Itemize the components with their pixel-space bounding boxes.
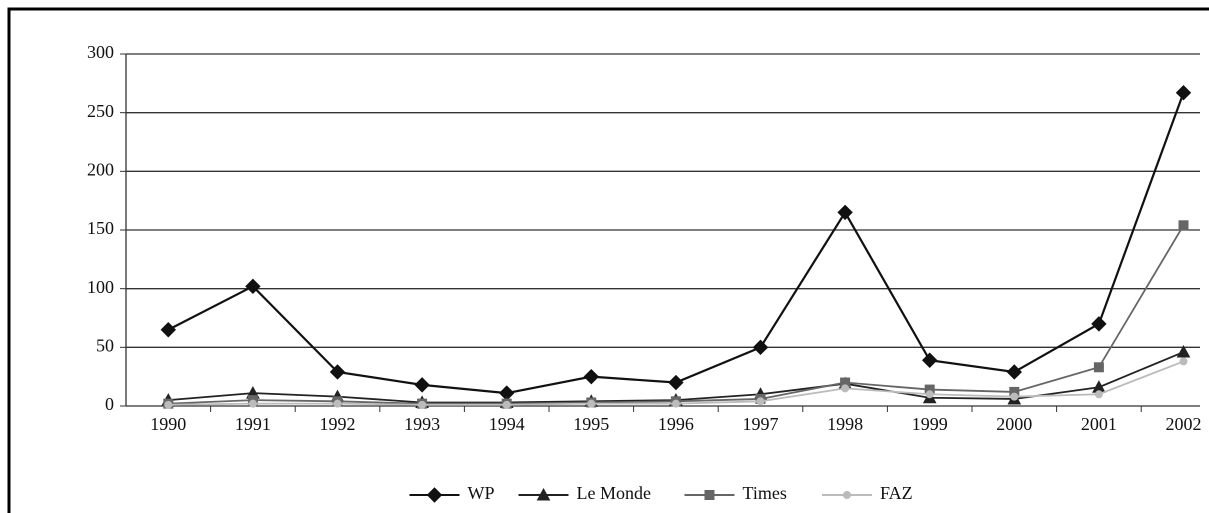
y-tick-label: 300 bbox=[87, 42, 114, 62]
marker bbox=[426, 487, 443, 503]
y-tick-label: 250 bbox=[87, 101, 114, 121]
y-tick-label: 50 bbox=[96, 335, 114, 355]
marker bbox=[1178, 220, 1189, 231]
marker bbox=[587, 399, 596, 408]
marker bbox=[160, 322, 177, 338]
y-tick-label: 0 bbox=[105, 394, 114, 414]
x-tick-label: 1998 bbox=[827, 414, 863, 434]
marker bbox=[668, 374, 684, 391]
legend-label: Le Monde bbox=[577, 483, 651, 503]
x-tick-label: 1993 bbox=[404, 414, 440, 434]
marker bbox=[837, 204, 853, 221]
marker bbox=[1093, 362, 1104, 373]
legend-item: FAZ bbox=[822, 483, 913, 503]
marker bbox=[1006, 364, 1023, 380]
marker bbox=[756, 397, 765, 406]
x-tick-label: 1997 bbox=[743, 414, 779, 434]
marker bbox=[671, 399, 680, 408]
x-tick-label: 1996 bbox=[658, 414, 694, 434]
marker bbox=[1175, 85, 1192, 101]
marker bbox=[536, 487, 551, 501]
x-tick-label: 2000 bbox=[996, 414, 1032, 434]
marker bbox=[248, 399, 257, 408]
marker bbox=[1094, 390, 1103, 399]
marker bbox=[1176, 344, 1191, 358]
x-tick-label: 1990 bbox=[150, 414, 186, 434]
marker bbox=[583, 368, 600, 385]
marker bbox=[414, 377, 430, 393]
marker bbox=[418, 400, 427, 409]
legend-label: WP bbox=[468, 483, 495, 503]
marker bbox=[502, 400, 511, 409]
x-tick-label: 1992 bbox=[320, 414, 356, 434]
legend-item: WP bbox=[409, 483, 495, 503]
legend-label: FAZ bbox=[880, 483, 913, 503]
marker bbox=[329, 364, 346, 380]
x-tick-label: 2002 bbox=[1166, 414, 1202, 434]
marker bbox=[925, 390, 934, 399]
x-tick-label: 2001 bbox=[1081, 414, 1117, 434]
marker bbox=[333, 399, 342, 408]
x-tick-label: 1995 bbox=[573, 414, 609, 434]
y-tick-label: 150 bbox=[87, 218, 114, 238]
legend-label: Times bbox=[743, 483, 787, 503]
marker bbox=[843, 491, 851, 499]
marker bbox=[704, 490, 715, 500]
legend-item: Le Monde bbox=[518, 483, 651, 503]
marker bbox=[1010, 392, 1019, 401]
x-tick-label: 1994 bbox=[489, 414, 525, 434]
marker bbox=[921, 352, 938, 368]
x-tick-label: 1999 bbox=[912, 414, 948, 434]
series-line bbox=[167, 92, 1185, 395]
x-tick-label: 1991 bbox=[235, 414, 271, 434]
marker bbox=[1179, 357, 1188, 366]
frame bbox=[7, 7, 1209, 513]
marker bbox=[1091, 316, 1107, 332]
marker bbox=[752, 339, 769, 356]
y-tick-label: 100 bbox=[87, 277, 114, 297]
y-tick-label: 200 bbox=[87, 159, 114, 179]
marker bbox=[245, 278, 261, 295]
legend-item: Times bbox=[684, 483, 787, 503]
marker bbox=[841, 384, 850, 393]
marker bbox=[164, 400, 173, 409]
